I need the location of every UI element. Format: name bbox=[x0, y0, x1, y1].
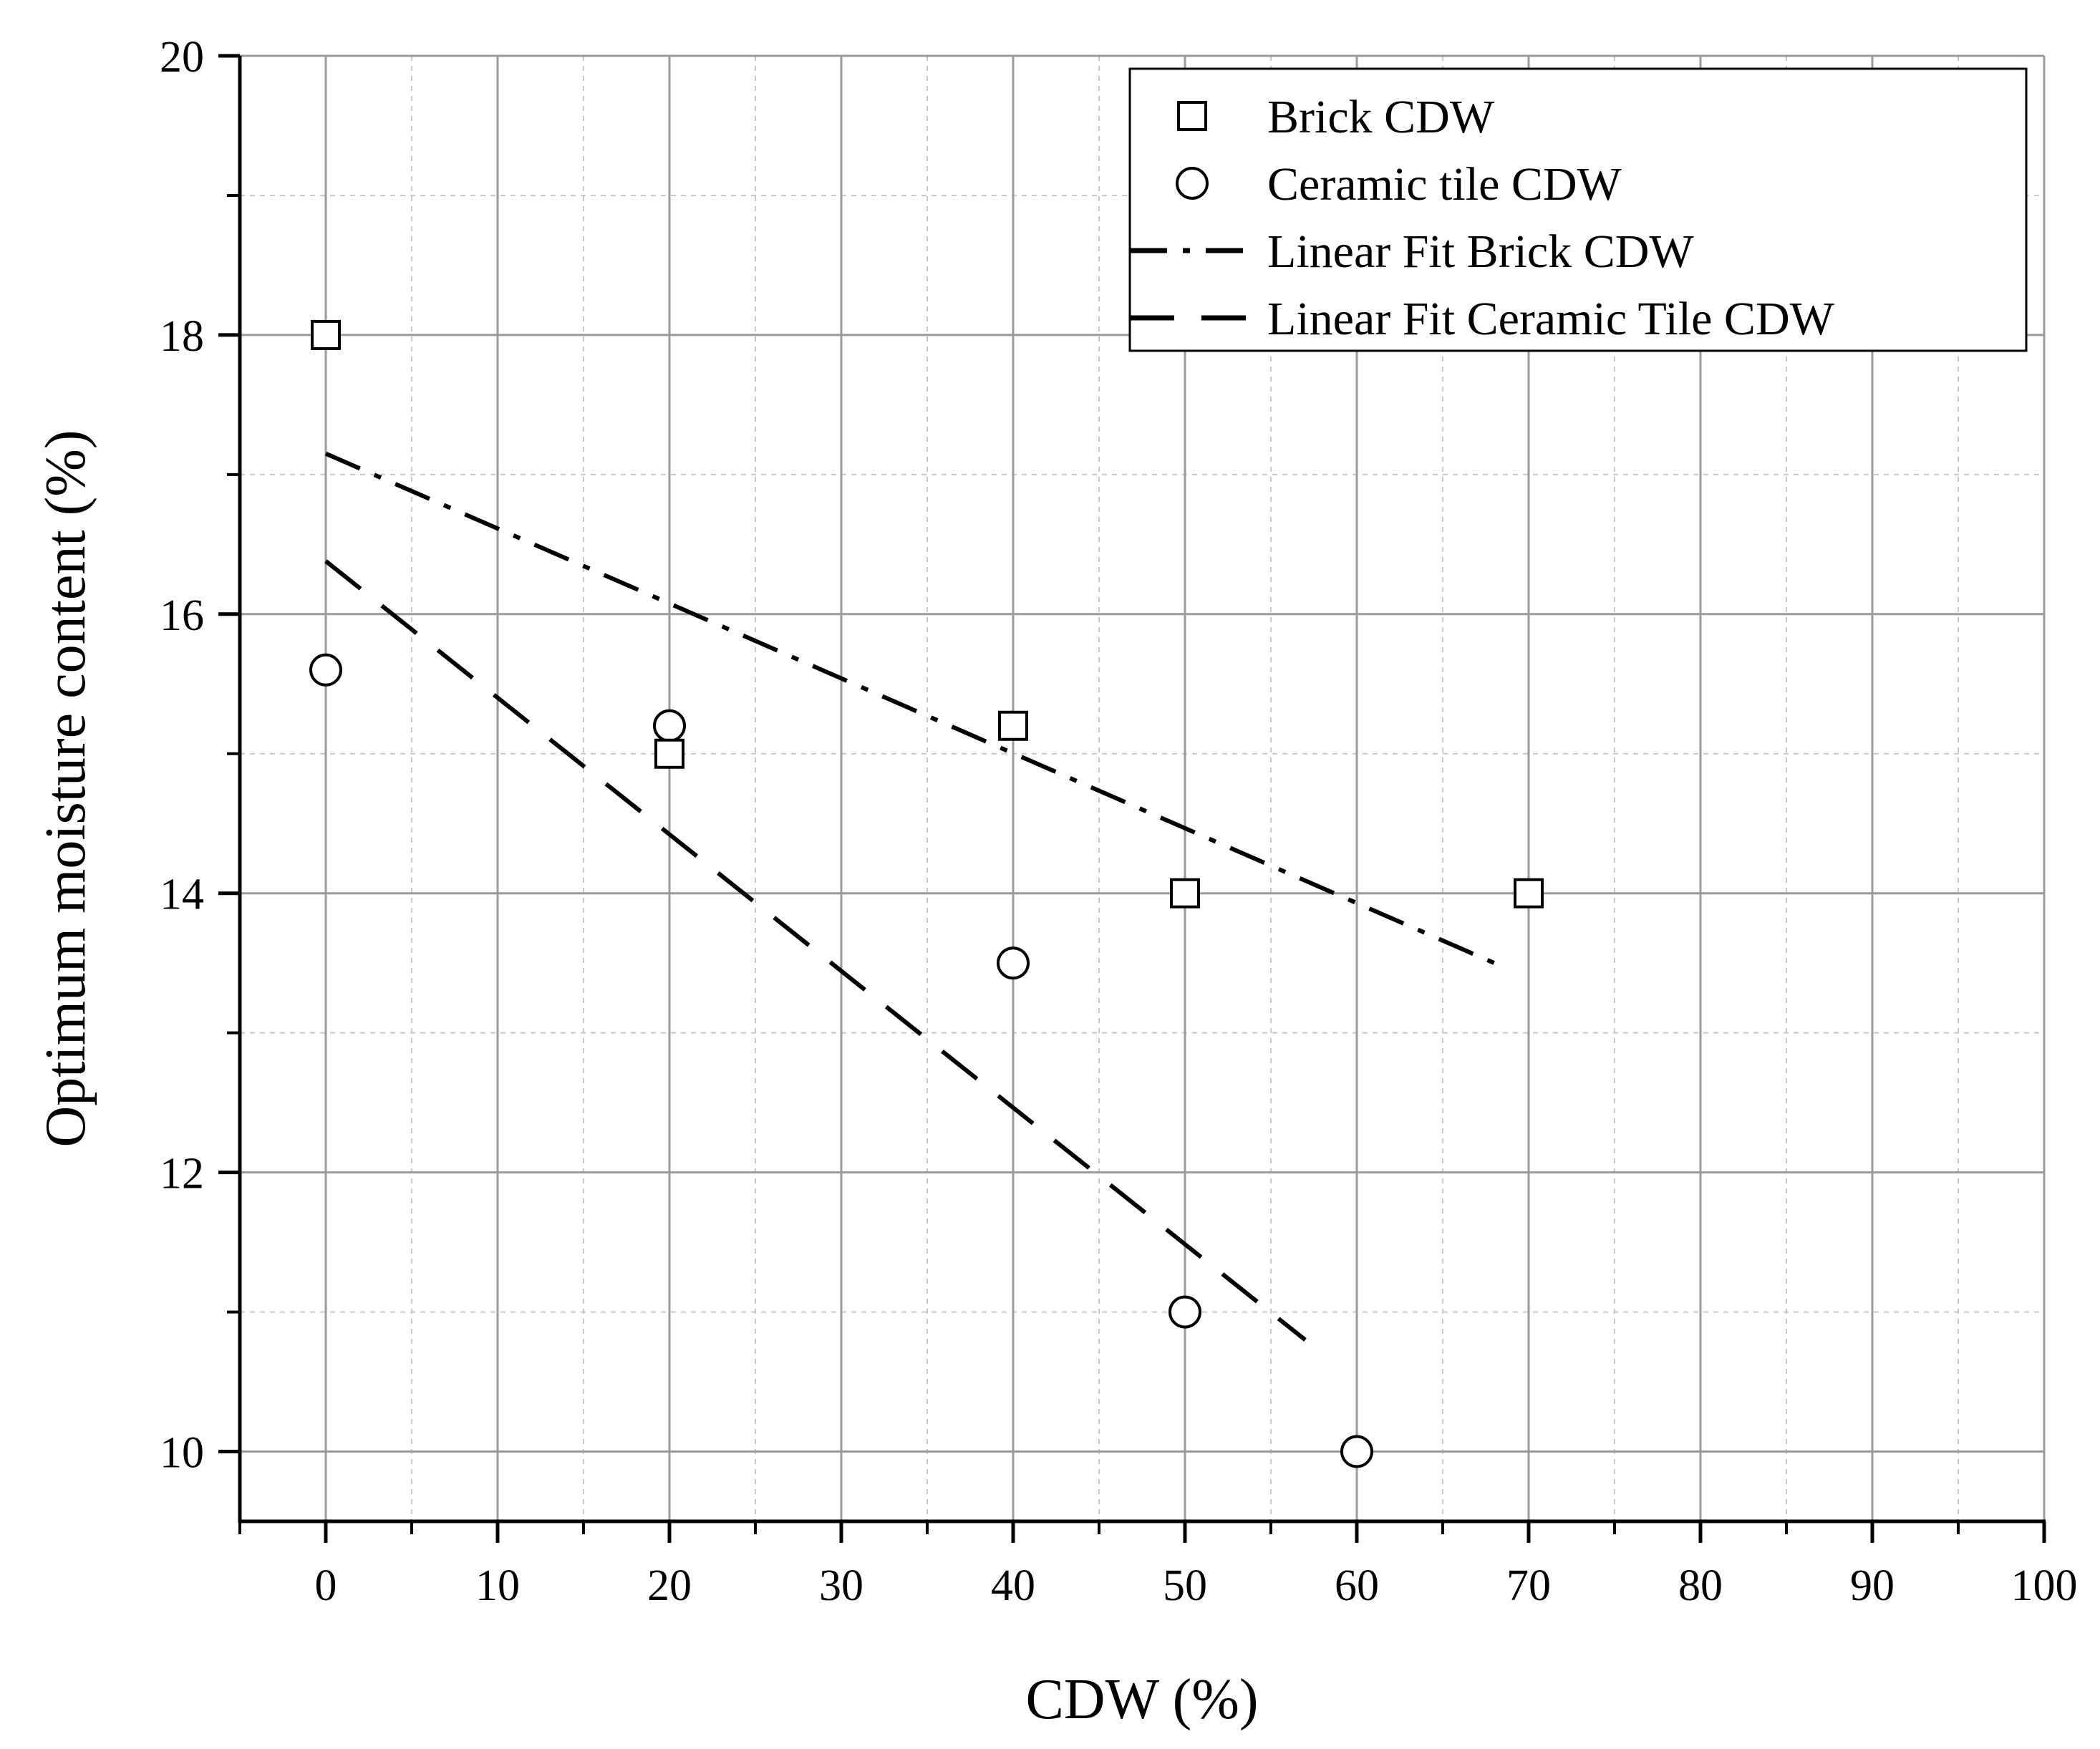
marker-ceramic-point bbox=[1168, 1295, 1201, 1329]
fit-lines bbox=[324, 451, 1496, 1342]
marker-brick-point bbox=[998, 710, 1028, 741]
x-tick-label: 40 bbox=[991, 1561, 1035, 1610]
marker-brick-point bbox=[1170, 878, 1200, 909]
y-tick-label: 10 bbox=[160, 1429, 204, 1478]
axes bbox=[218, 54, 2046, 1543]
fit-line-brick bbox=[324, 451, 1496, 965]
x-tick-label: 60 bbox=[1335, 1561, 1379, 1610]
y-tick-label: 20 bbox=[160, 33, 204, 82]
marker-ceramic-point bbox=[1340, 1435, 1373, 1468]
y-tick-label: 12 bbox=[160, 1150, 204, 1198]
legend-symbol-brick bbox=[1177, 101, 1207, 131]
x-tick-label: 0 bbox=[315, 1561, 337, 1610]
x-axis-title: CDW (%) bbox=[1025, 1668, 1258, 1731]
marker-brick-point bbox=[1514, 878, 1544, 909]
marker-ceramic-point bbox=[653, 709, 686, 742]
x-tick-label: 100 bbox=[2011, 1561, 2078, 1610]
y-axis-title: Optimum moisture content (%) bbox=[34, 430, 97, 1147]
marker-brick-point bbox=[311, 319, 341, 350]
marker-ceramic-point bbox=[309, 653, 342, 687]
x-tick-label: 80 bbox=[1678, 1561, 1723, 1610]
y-tick-label: 14 bbox=[160, 871, 204, 919]
marker-brick-point bbox=[654, 738, 684, 769]
x-tick-label: 50 bbox=[1163, 1561, 1207, 1610]
data-markers bbox=[309, 319, 1544, 1468]
legend-label-ceramic: Ceramic tile CDW bbox=[1267, 158, 1622, 210]
x-tick-label: 10 bbox=[475, 1561, 520, 1610]
tick-labels: 0 10 20 30 40 50 60 70 80 90 100 10 12 14 16 18 20 bbox=[160, 33, 2078, 1610]
legend-box bbox=[1128, 67, 2028, 352]
y-tick-label: 16 bbox=[160, 591, 204, 640]
x-tick-label: 30 bbox=[819, 1561, 863, 1610]
major-grid bbox=[240, 54, 2046, 1521]
x-tick-label: 90 bbox=[1850, 1561, 1895, 1610]
marker-ceramic-point bbox=[997, 946, 1030, 980]
x-tick-label: 20 bbox=[647, 1561, 692, 1610]
y-tick-label: 18 bbox=[160, 312, 204, 361]
legend-label-ceramic-fit: Linear Fit Ceramic Tile CDW bbox=[1267, 293, 1835, 345]
legend-label-brick-fit: Linear Fit Brick CDW bbox=[1267, 226, 1694, 278]
legend-label-brick: Brick CDW bbox=[1267, 91, 1495, 143]
x-tick-label: 70 bbox=[1506, 1561, 1551, 1610]
fit-line-ceramic bbox=[324, 559, 1307, 1342]
legend-symbol-ceramic bbox=[1176, 167, 1209, 200]
legend: Brick CDW Ceramic tile CDW Linear Fit Br… bbox=[1128, 67, 2028, 352]
